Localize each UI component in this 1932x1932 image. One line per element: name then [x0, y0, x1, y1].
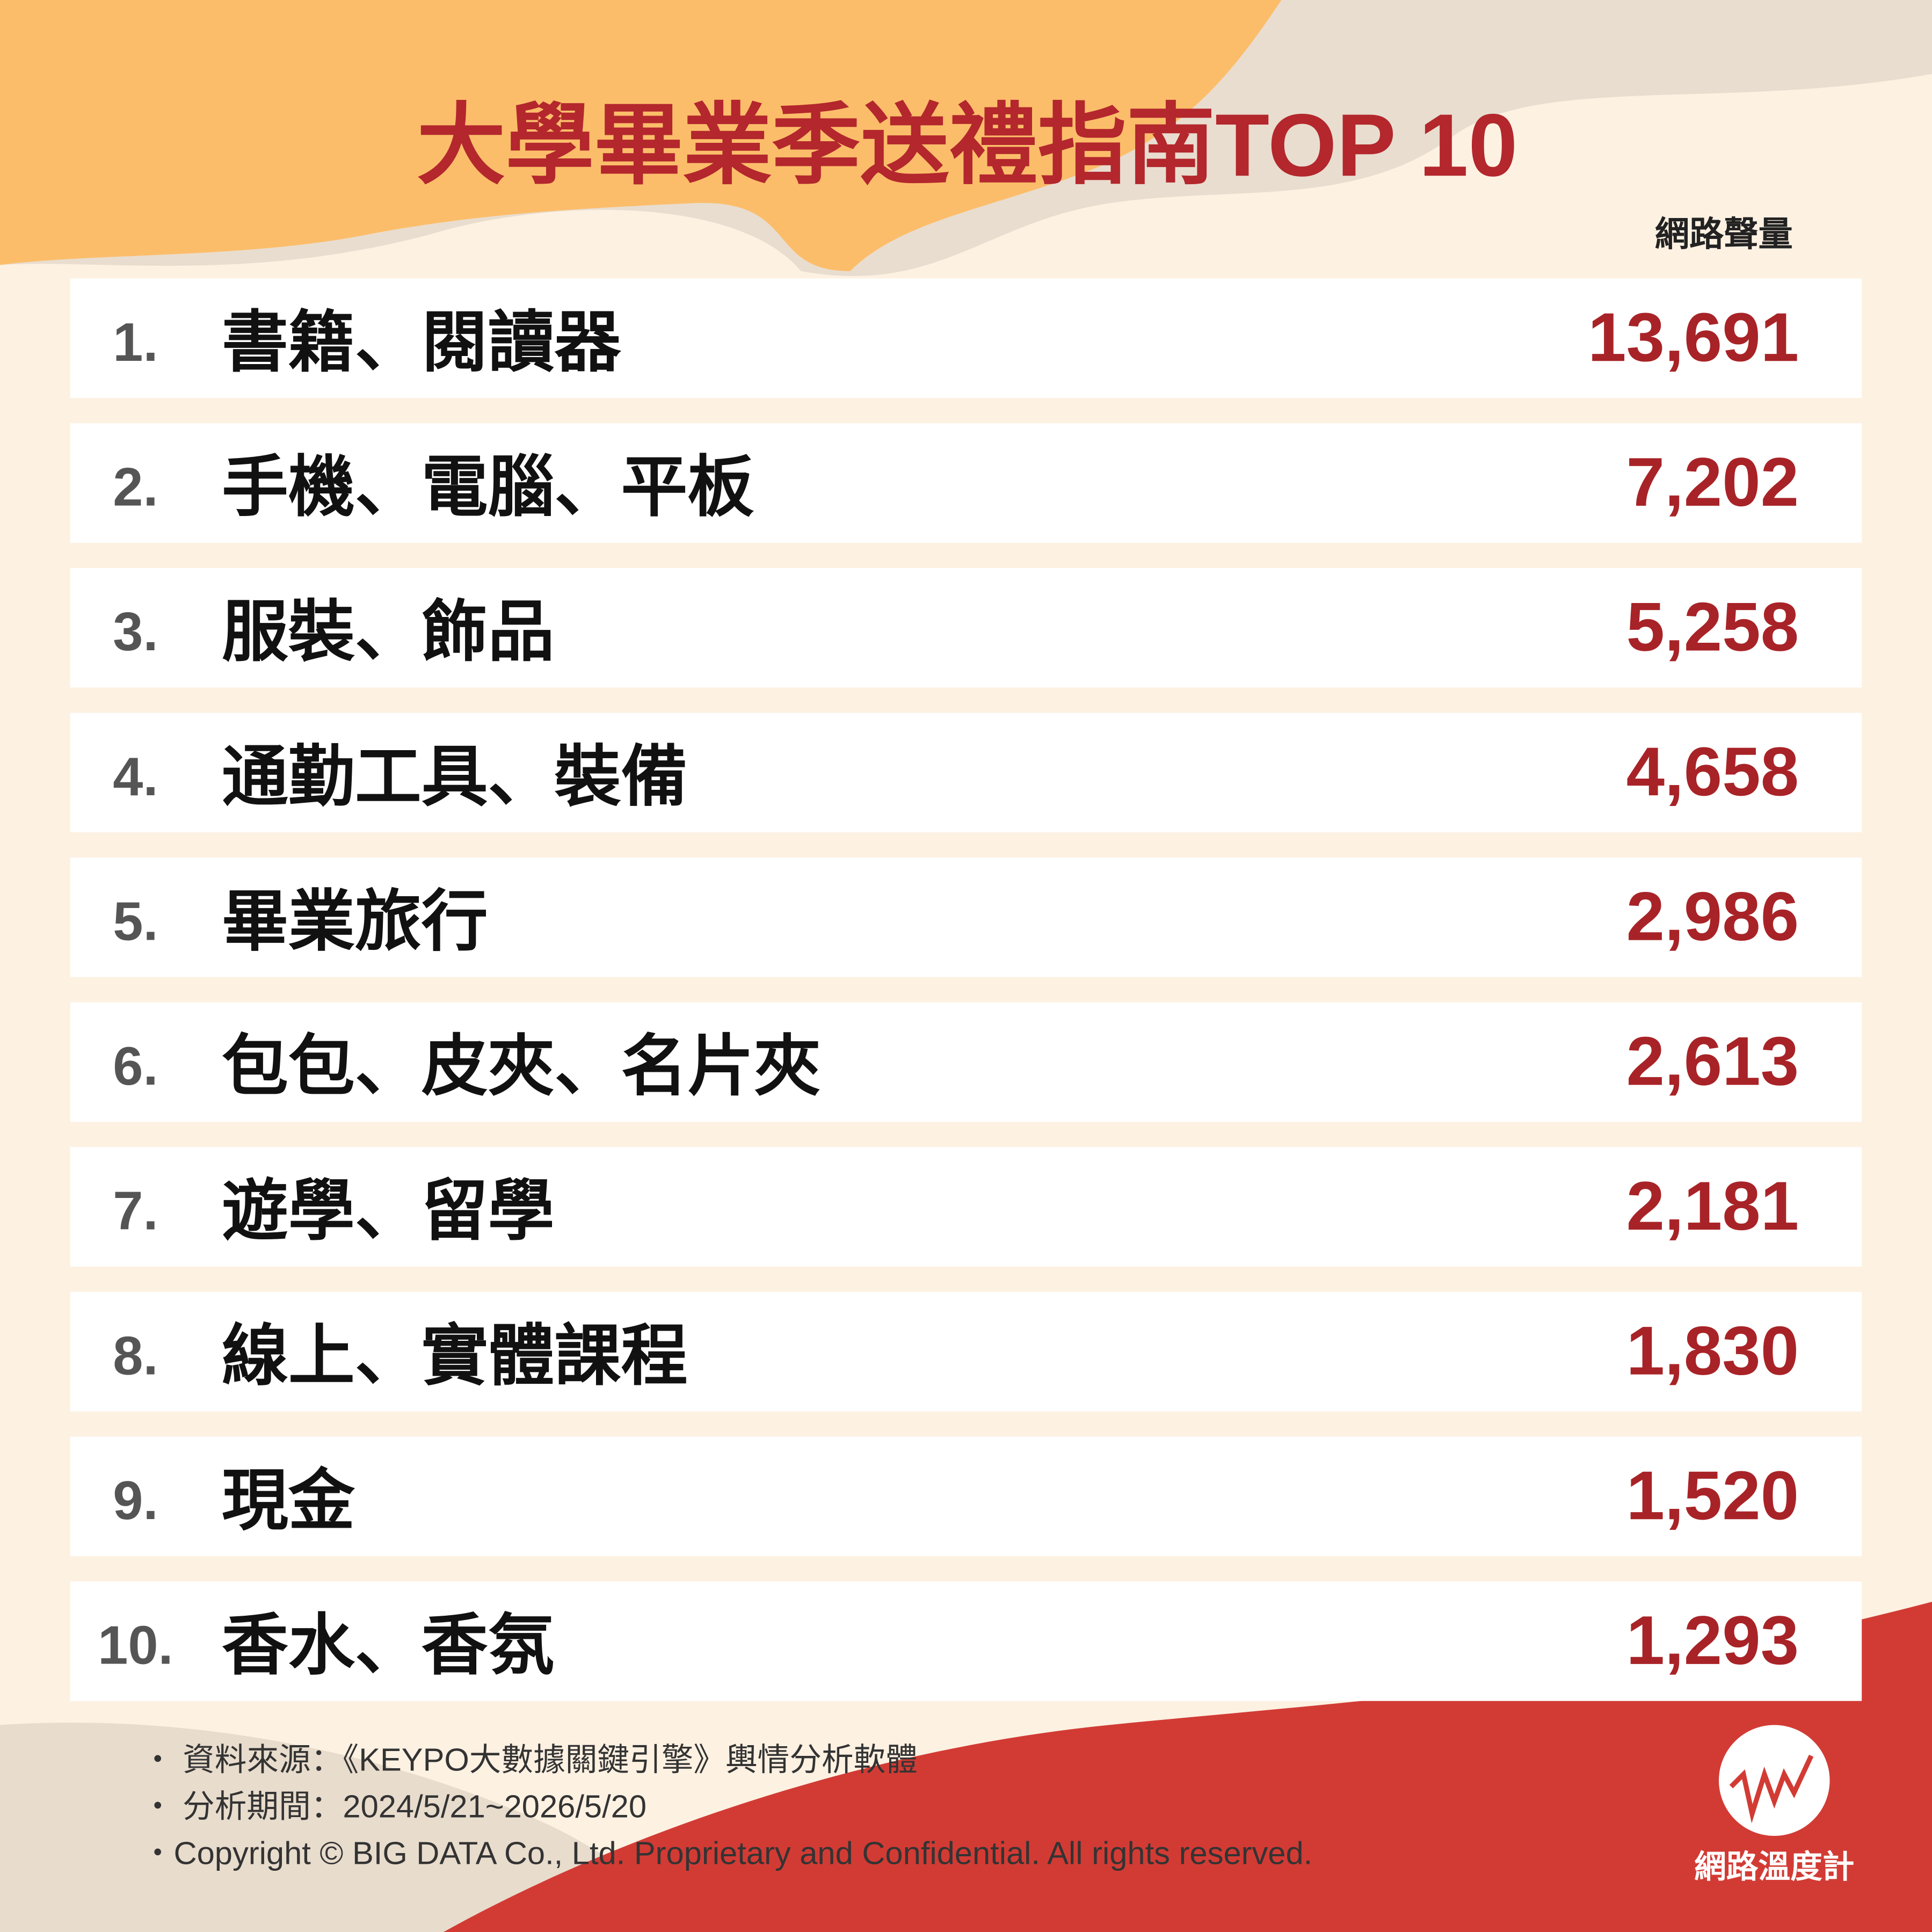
volume-value: 2,986	[1626, 878, 1799, 955]
rank: 7.	[113, 1181, 158, 1241]
logo-text: 網路溫度計	[1694, 1849, 1854, 1885]
row-background	[70, 1002, 1862, 1122]
item-label: 現金	[222, 1464, 355, 1538]
row-background	[70, 1436, 1862, 1557]
row-background	[70, 278, 1862, 398]
row-background	[70, 423, 1862, 543]
row-background	[70, 568, 1862, 688]
logo-icon	[1729, 1754, 1814, 1824]
rank: 8.	[113, 1326, 158, 1386]
volume-value: 2,181	[1626, 1168, 1799, 1245]
row-background	[70, 1581, 1862, 1701]
volume-value: 13,691	[1588, 299, 1799, 376]
item-label: 服裝、飾品	[222, 595, 555, 669]
rank: 6.	[113, 1036, 158, 1096]
logo-circle	[1719, 1725, 1830, 1836]
volume-value: 1,520	[1626, 1457, 1799, 1534]
rank: 9.	[113, 1471, 158, 1531]
row-background	[70, 858, 1862, 977]
rank: 5.	[113, 891, 158, 952]
row-background	[70, 1291, 1862, 1412]
footer-note: ・ 資料來源：《KEYPO大數據關鍵引擎》輿情分析軟體	[142, 1741, 918, 1777]
item-label: 畢業旅行	[222, 884, 488, 958]
item-label: 線上、實體課程	[222, 1319, 687, 1393]
rank: 1.	[113, 313, 158, 373]
row-background	[70, 1147, 1862, 1267]
row-background	[70, 713, 1862, 833]
bg-shape	[0, 0, 1282, 271]
rank: 2.	[113, 457, 158, 518]
bg-shape	[0, 1723, 690, 1932]
item-label: 通勤工具、裝備	[222, 740, 687, 814]
volume-value: 1,830	[1626, 1313, 1799, 1390]
footer-note: ・ 分析期間：2024/5/21~2026/5/20	[142, 1788, 647, 1824]
volume-value: 1,293	[1626, 1602, 1799, 1679]
volume-value: 2,613	[1626, 1023, 1799, 1100]
volume-value: 5,258	[1626, 589, 1799, 665]
item-label: 遊學、留學	[222, 1174, 555, 1248]
column-header: 網路聲量	[1655, 215, 1793, 253]
rank: 4.	[113, 747, 158, 807]
item-label: 香水、香氛	[222, 1608, 555, 1682]
item-label: 包包、皮夾、名片夾	[222, 1029, 820, 1103]
rank: 3.	[113, 602, 158, 662]
volume-value: 7,202	[1626, 444, 1799, 521]
item-label: 書籍、閱讀器	[222, 306, 622, 380]
rank: 10.	[98, 1615, 173, 1675]
footer-note: ・Copyright © BIG DATA Co., Ltd. Propriet…	[142, 1835, 1312, 1871]
title: 大學畢業季送禮指南TOP 10	[417, 96, 1517, 195]
item-label: 手機、電腦、平板	[222, 451, 754, 525]
volume-value: 4,658	[1626, 733, 1799, 810]
